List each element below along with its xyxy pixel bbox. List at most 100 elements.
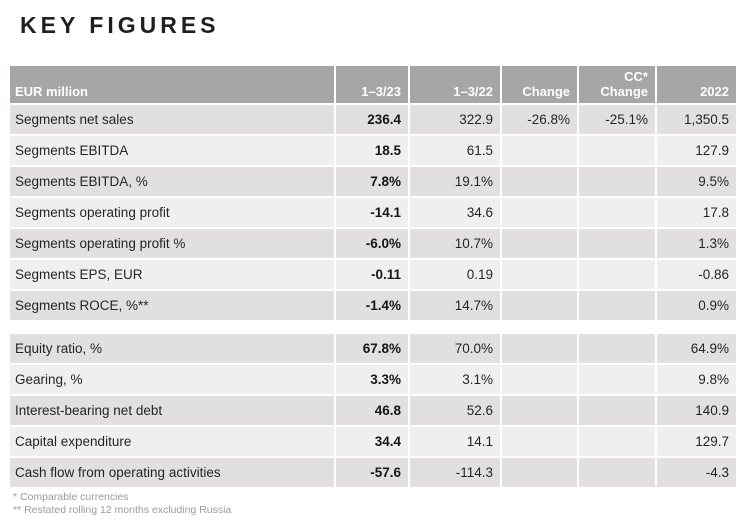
value-change (502, 458, 577, 487)
row-label: Segments ROCE, %** (10, 291, 334, 320)
value-2022: 17.8 (657, 198, 736, 227)
header-line-bottom: Change (600, 84, 648, 99)
table-row-cash-flow-operating: Cash flow from operating activities -57.… (10, 458, 736, 487)
value-1-3-23: -57.6 (336, 458, 408, 487)
value-1-3-22: 3.1% (410, 365, 500, 394)
row-label: Capital expenditure (10, 427, 334, 456)
value-change (502, 365, 577, 394)
value-1-3-23: -14.1 (336, 198, 408, 227)
table-row-interest-bearing-net-debt: Interest-bearing net debt 46.8 52.6 140.… (10, 396, 736, 425)
row-label: Cash flow from operating activities (10, 458, 334, 487)
value-cc-change (579, 198, 655, 227)
value-1-3-23: 67.8% (336, 334, 408, 363)
table-row-segments-operating-profit: Segments operating profit -14.1 34.6 17.… (10, 198, 736, 227)
value-1-3-22: 14.7% (410, 291, 500, 320)
header-col-2022: 2022 (657, 66, 736, 103)
value-cc-change (579, 458, 655, 487)
row-label: Equity ratio, % (10, 334, 334, 363)
value-cc-change (579, 291, 655, 320)
value-2022: 1.3% (657, 229, 736, 258)
value-1-3-22: 70.0% (410, 334, 500, 363)
key-figures-page: KEY FIGURES EUR million 1–3/23 1–3/22 Ch… (0, 12, 740, 517)
row-label: Segments EBITDA, % (10, 167, 334, 196)
value-change (502, 198, 577, 227)
value-1-3-22: 322.9 (410, 105, 500, 134)
header-eur-million: EUR million (10, 66, 334, 103)
table-row-gearing: Gearing, % 3.3% 3.1% 9.8% (10, 365, 736, 394)
table-row-segments-net-sales: Segments net sales 236.4 322.9 -26.8% -2… (10, 105, 736, 134)
value-1-3-23: 46.8 (336, 396, 408, 425)
value-cc-change (579, 136, 655, 165)
value-change (502, 229, 577, 258)
value-change (502, 396, 577, 425)
table-row-equity-ratio: Equity ratio, % 67.8% 70.0% 64.9% (10, 334, 736, 363)
footnote-comparable-currencies: * Comparable currencies (13, 491, 129, 503)
value-1-3-23: -0.11 (336, 260, 408, 289)
value-1-3-22: 14.1 (410, 427, 500, 456)
value-2022: 9.8% (657, 365, 736, 394)
value-2022: -4.3 (657, 458, 736, 487)
value-cc-change (579, 334, 655, 363)
value-1-3-22: 10.7% (410, 229, 500, 258)
segments-block: Segments net sales 236.4 322.9 -26.8% -2… (10, 105, 736, 320)
footnote-restated-rolling: ** Restated rolling 12 months excluding … (13, 504, 232, 516)
row-label: Segments operating profit % (10, 229, 334, 258)
value-change (502, 260, 577, 289)
value-2022: 9.5% (657, 167, 736, 196)
page-title: KEY FIGURES (20, 12, 220, 38)
value-1-3-22: 19.1% (410, 167, 500, 196)
value-1-3-23: 18.5 (336, 136, 408, 165)
header-line-bottom: 1–3/22 (453, 84, 493, 99)
key-figures-table: EUR million 1–3/23 1–3/22 Change CC* Cha… (10, 66, 736, 487)
table-row-segments-roce: Segments ROCE, %** -1.4% 14.7% 0.9% (10, 291, 736, 320)
value-2022: 127.9 (657, 136, 736, 165)
header-col-1-3-22: 1–3/22 (410, 66, 500, 103)
value-1-3-23: 3.3% (336, 365, 408, 394)
value-2022: 1,350.5 (657, 105, 736, 134)
row-label: Segments EPS, EUR (10, 260, 334, 289)
value-2022: -0.86 (657, 260, 736, 289)
value-2022: 140.9 (657, 396, 736, 425)
value-change (502, 334, 577, 363)
table-row-segments-ebitda: Segments EBITDA 18.5 61.5 127.9 (10, 136, 736, 165)
value-1-3-23: 34.4 (336, 427, 408, 456)
footnotes: * Comparable currencies ** Restated roll… (13, 491, 740, 517)
value-cc-change (579, 260, 655, 289)
row-label: Segments EBITDA (10, 136, 334, 165)
value-1-3-22: 61.5 (410, 136, 500, 165)
value-change (502, 167, 577, 196)
header-line-bottom: 1–3/23 (361, 84, 401, 99)
balance-sheet-block: Equity ratio, % 67.8% 70.0% 64.9% Gearin… (10, 334, 736, 487)
header-line-top: CC* (624, 69, 648, 84)
value-cc-change: -25.1% (579, 105, 655, 134)
value-cc-change (579, 229, 655, 258)
table-header-row: EUR million 1–3/23 1–3/22 Change CC* Cha… (10, 66, 736, 103)
header-col-cc-change: CC* Change (579, 66, 655, 103)
row-label: Interest-bearing net debt (10, 396, 334, 425)
value-1-3-22: 52.6 (410, 396, 500, 425)
value-change: -26.8% (502, 105, 577, 134)
value-1-3-23: 7.8% (336, 167, 408, 196)
row-label: Gearing, % (10, 365, 334, 394)
row-label: Segments operating profit (10, 198, 334, 227)
value-cc-change (579, 365, 655, 394)
value-1-3-22: 34.6 (410, 198, 500, 227)
value-1-3-23: -6.0% (336, 229, 408, 258)
value-change (502, 427, 577, 456)
value-cc-change (579, 427, 655, 456)
value-1-3-23: 236.4 (336, 105, 408, 134)
table-row-segments-ebitda-pct: Segments EBITDA, % 7.8% 19.1% 9.5% (10, 167, 736, 196)
value-change (502, 291, 577, 320)
value-change (502, 136, 577, 165)
header-line-bottom: 2022 (700, 84, 729, 99)
header-col-1-3-23: 1–3/23 (336, 66, 408, 103)
value-cc-change (579, 167, 655, 196)
row-label: Segments net sales (10, 105, 334, 134)
value-2022: 0.9% (657, 291, 736, 320)
value-1-3-22: -114.3 (410, 458, 500, 487)
header-line-bottom: Change (522, 84, 570, 99)
value-2022: 64.9% (657, 334, 736, 363)
header-col-change: Change (502, 66, 577, 103)
table-row-segments-operating-profit-pct: Segments operating profit % -6.0% 10.7% … (10, 229, 736, 258)
table-row-segments-eps: Segments EPS, EUR -0.11 0.19 -0.86 (10, 260, 736, 289)
